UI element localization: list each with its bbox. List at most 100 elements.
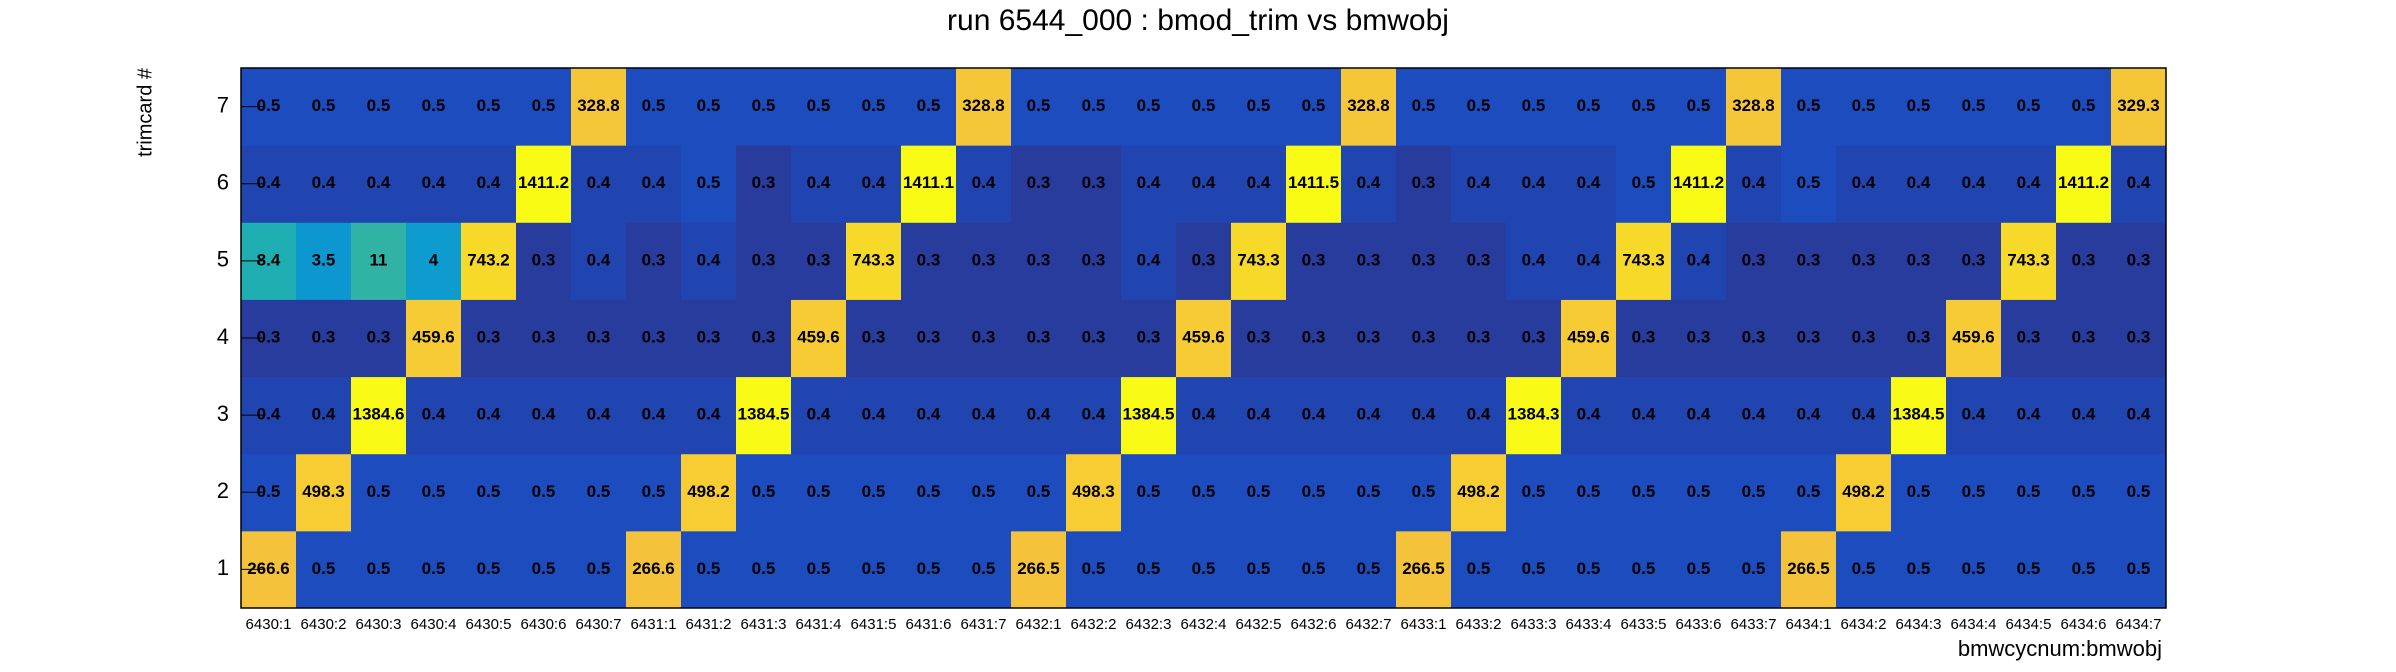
heatmap-cell	[1176, 222, 1232, 300]
cell-label: 1384.5	[1893, 405, 1945, 424]
x-tick-label: 6430:1	[246, 616, 292, 633]
cell-label: 0.4	[1522, 173, 1546, 192]
heatmap-cell	[1341, 68, 1397, 146]
cell-label: 0.4	[1522, 250, 1546, 269]
heatmap-cell	[1231, 453, 1287, 532]
heatmap-cell	[461, 68, 517, 146]
heatmap-cell	[1231, 145, 1287, 223]
heatmap-cell	[1121, 376, 1177, 455]
x-tick-label: 6432:1	[1016, 616, 1062, 633]
cell-label: 0.4	[1852, 173, 1876, 192]
cell-label: 0.5	[1027, 96, 1051, 115]
cell-label: 459.6	[797, 327, 840, 346]
heatmap-cell	[1946, 530, 2002, 609]
x-tick-label: 6431:5	[851, 616, 897, 633]
heatmap-cell	[571, 376, 627, 455]
cell-label: 743.2	[467, 250, 510, 269]
heatmap-cell	[791, 453, 847, 532]
heatmap-cell	[1726, 530, 1782, 609]
heatmap-cell	[2001, 68, 2057, 146]
cell-label: 0.4	[1082, 405, 1106, 424]
cell-label: 0.4	[367, 173, 391, 192]
cell-label: 498.3	[302, 482, 345, 501]
heatmap-cell	[296, 299, 352, 378]
y-tick-label: 4	[217, 324, 229, 349]
heatmap-cell	[846, 68, 902, 146]
cell-label: 1411.2	[1673, 173, 1724, 192]
chart-title: run 6544_000 : bmod_trim vs bmwobj	[947, 4, 1449, 37]
heatmap-cell	[1616, 222, 1672, 300]
heatmap-cell	[681, 453, 737, 532]
cell-label: 0.4	[1137, 250, 1161, 269]
cell-label: 1384.6	[353, 405, 405, 424]
cell-label: 0.5	[1797, 482, 1821, 501]
heatmap-cell	[1396, 530, 1452, 609]
cell-label: 0.3	[2127, 327, 2151, 346]
x-tick-label: 6432:6	[1291, 616, 1337, 633]
cell-label: 0.5	[587, 559, 611, 578]
cell-label: 0.3	[1357, 327, 1381, 346]
cell-label: 459.6	[1952, 327, 1995, 346]
cell-label: 0.5	[1302, 96, 1326, 115]
heatmap-cell	[1396, 299, 1452, 378]
heatmap-cell	[1231, 68, 1287, 146]
cell-label: 0.3	[312, 327, 336, 346]
cell-label: 743.3	[852, 250, 895, 269]
heatmap-cell	[681, 299, 737, 378]
cell-label: 0.5	[1907, 96, 1931, 115]
heatmap-cell	[736, 222, 792, 300]
y-tick-label: 6	[217, 170, 229, 195]
cell-label: 0.5	[1577, 96, 1601, 115]
heatmap-cell	[791, 299, 847, 378]
cell-label: 0.4	[1852, 405, 1876, 424]
cell-label: 0.5	[1082, 559, 1106, 578]
cell-label: 0.5	[367, 559, 391, 578]
cell-label: 0.5	[1412, 96, 1436, 115]
cell-label: 0.5	[1302, 559, 1326, 578]
cell-label: 0.4	[1412, 405, 1436, 424]
x-tick-label: 6433:7	[1731, 616, 1777, 633]
cell-label: 0.3	[1027, 173, 1051, 192]
heatmap-cell	[626, 299, 682, 378]
cell-label: 0.5	[807, 482, 831, 501]
heatmap-cell	[1781, 376, 1837, 455]
heatmap-cell	[1066, 453, 1122, 532]
heatmap-cell	[1781, 453, 1837, 532]
heatmap-cell	[1561, 68, 1617, 146]
cell-label: 0.5	[2017, 482, 2041, 501]
cell-label: 0.4	[1742, 405, 1766, 424]
heatmap-cell	[1671, 376, 1727, 455]
heatmap-cell	[1176, 453, 1232, 532]
cell-label: 0.4	[1192, 173, 1216, 192]
cell-label: 0.4	[1577, 250, 1601, 269]
heatmap-cell	[1396, 453, 1452, 532]
heatmap-cell	[1451, 530, 1507, 609]
heatmap-cell	[1231, 222, 1287, 300]
heatmap-cell	[1671, 530, 1727, 609]
heatmap-cell	[1946, 299, 2002, 378]
heatmap-cell	[1066, 376, 1122, 455]
heatmap-cell	[1616, 68, 1672, 146]
heatmap-cell	[1176, 299, 1232, 378]
cell-label: 0.5	[312, 559, 336, 578]
cell-label: 0.5	[2127, 559, 2151, 578]
cell-label: 0.4	[587, 405, 611, 424]
cell-label: 0.5	[532, 96, 556, 115]
cell-label: 0.3	[1412, 327, 1436, 346]
cell-label: 0.5	[862, 559, 886, 578]
y-tick-label: 3	[217, 401, 229, 426]
cell-label: 0.4	[587, 173, 611, 192]
cell-label: 0.5	[697, 173, 721, 192]
cell-label: 459.6	[412, 327, 455, 346]
x-tick-label: 6431:4	[796, 616, 842, 633]
heatmap-cell	[956, 453, 1012, 532]
cell-label: 0.5	[1247, 559, 1271, 578]
cell-label: 0.3	[1742, 250, 1766, 269]
cell-label: 0.4	[697, 250, 721, 269]
cell-label: 0.3	[1907, 250, 1931, 269]
heatmap-cell	[1671, 299, 1727, 378]
cell-label: 0.5	[1137, 96, 1161, 115]
heatmap-cell	[406, 68, 462, 146]
heatmap-cell	[516, 530, 572, 609]
cell-label: 0.3	[642, 327, 666, 346]
